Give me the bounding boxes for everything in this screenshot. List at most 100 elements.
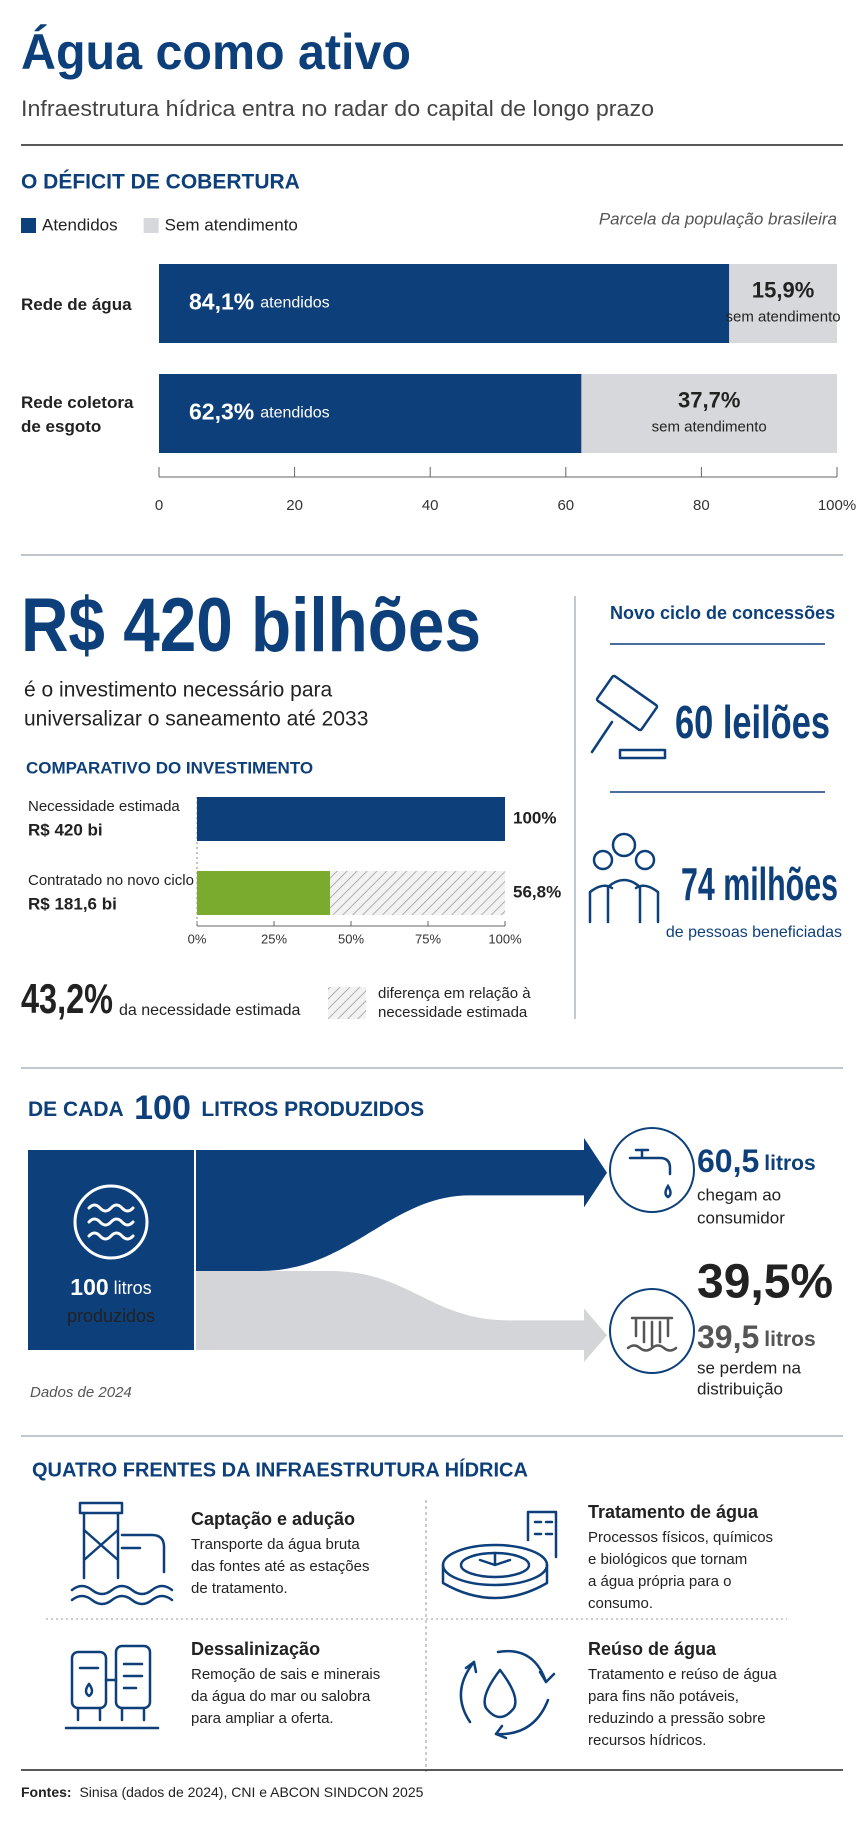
flow-unit: litros [764,1152,815,1175]
sources: Fontes: Sinisa (dados de 2024), CNI e AB… [21,1784,424,1800]
legend-swatch [21,218,36,233]
source-label: produzidos [67,1306,155,1326]
front-title: Dessalinização [191,1639,320,1659]
section-title: QUATRO FRENTES DA INFRAESTRUTURA HÍDRICA [32,1458,528,1481]
category-label: Rede de água [21,294,132,314]
legend-label: Sem atendimento [165,215,298,234]
value-label: 62,3% [189,399,254,425]
tap-icon [628,1148,672,1199]
bar [330,871,505,915]
stat: 60 leilões [675,696,830,748]
x-tick-label: 40 [422,497,439,514]
x-tick-label: 75% [415,931,441,946]
headline-text: é o investimento necessário para [24,679,332,702]
legend-label-box: diferença em relação à necessidade estim… [378,985,531,1021]
front-title: Reúso de água [588,1639,717,1659]
flow-arrow [584,1308,607,1362]
reuse-icon [459,1649,556,1740]
wave-icon [87,1203,135,1213]
x-tick-label: 100% [488,931,522,946]
bar-text: atendidos [260,295,329,312]
wave-icon [87,1231,135,1241]
legend-swatch [143,218,159,233]
title: Água como ativo [21,24,411,80]
front-text: e biológicos que tornam [588,1551,747,1568]
source-value: 100 [70,1274,108,1300]
wave-icon [87,1217,135,1227]
chart-note: Dados de 2024 [30,1384,132,1401]
source-box [28,1150,195,1350]
flow-unit: litros [764,1328,815,1351]
category-value: R$ 181,6 bi [28,894,117,913]
value-label: 37,7% [678,387,740,412]
bar-label: 62,3% atendidos [189,399,330,425]
bar-label: 84,1% atendidos [189,289,330,315]
gavel-icon [590,674,667,760]
title-number: 100 [134,1089,191,1127]
subtitle: Infraestrutura hídrica entra no radar do… [21,96,654,121]
sources-label: Fontes: [21,1784,72,1800]
front-text: da água do mar ou salobra [191,1688,371,1705]
category-label: Necessidade estimada [28,798,180,815]
panel-title: Novo ciclo de concessões [610,603,835,623]
category-label-box: Rede de água [21,294,132,314]
front-text: Remoção de sais e minerais [191,1666,380,1683]
front-title: Tratamento de água [588,1502,759,1522]
title-part: LITROS PRODUZIDOS [201,1098,424,1121]
sources-text: Sinisa (dados de 2024), CNI e ABCON SIND… [79,1784,423,1800]
legend-swatch [328,987,366,1019]
flow [195,1150,585,1271]
stat: 74 milhões [681,858,838,910]
front-text: Processos físicos, químicos [588,1529,773,1546]
value-label: 56,8% [513,882,561,901]
treatment-icon [441,1510,558,1600]
flow-value-number: 60,5 [697,1143,759,1179]
x-tick-label: 50% [338,931,364,946]
x-tick-label: 25% [261,931,287,946]
flow-arrow [584,1138,607,1208]
highlight-value: 43,2% [21,975,113,1022]
value-label: 100% [513,808,556,827]
source-label: 100 litros [70,1274,151,1300]
flow [195,1271,585,1350]
x-tick-label: 80 [693,497,710,514]
front-text: Transporte da água bruta [191,1536,360,1553]
bar [159,374,582,453]
category-value: R$ 420 bi [28,820,103,839]
category-label: Rede coletora de esgoto [21,392,134,436]
bar-text: sem atendimento [726,308,841,325]
front-text: a água própria para o [588,1573,731,1590]
legend-label: diferença em relação à necessidade estim… [378,985,531,1021]
headline-text: universalizar o saneamento até 2033 [24,708,368,731]
front-text: recursos hídricos. [588,1732,706,1749]
section-title: O DÉFICIT DE COBERTURA [21,171,300,194]
value-label: 15,9% [752,277,814,302]
flow-label: distribuição [697,1379,783,1398]
flow-label: chegam ao [697,1185,781,1204]
front-text: para fins não potáveis, [588,1688,739,1705]
front-text: de tratamento. [191,1580,288,1597]
wave-icon [73,1184,149,1260]
source-unit: litros [114,1278,152,1298]
section-title: DE CADA 100 LITROS PRODUZIDOS [28,1089,424,1127]
bar-text: atendidos [260,405,329,422]
front-text: consumo. [588,1595,653,1612]
flow-value: 39,5 litros [697,1319,816,1355]
bar [197,797,505,841]
flow-share: 39,5% [697,1256,833,1309]
flow-icon [609,1127,695,1213]
bar [581,374,837,453]
front-title: Captação e adução [191,1509,355,1529]
highlight-text: da necessidade estimada [119,1002,301,1019]
bar [159,264,730,343]
bar-text: sem atendimento [652,418,767,435]
x-tick-label: 100% [818,497,856,514]
bar [729,264,837,343]
category-label: Contratado no novo ciclo [28,872,194,889]
desalination-icon [64,1644,160,1730]
legend-label: Atendidos [42,215,118,234]
flow-value-number: 39,5 [697,1319,759,1355]
x-tick-label: 20 [286,497,303,514]
value-label: 84,1% [189,289,254,315]
